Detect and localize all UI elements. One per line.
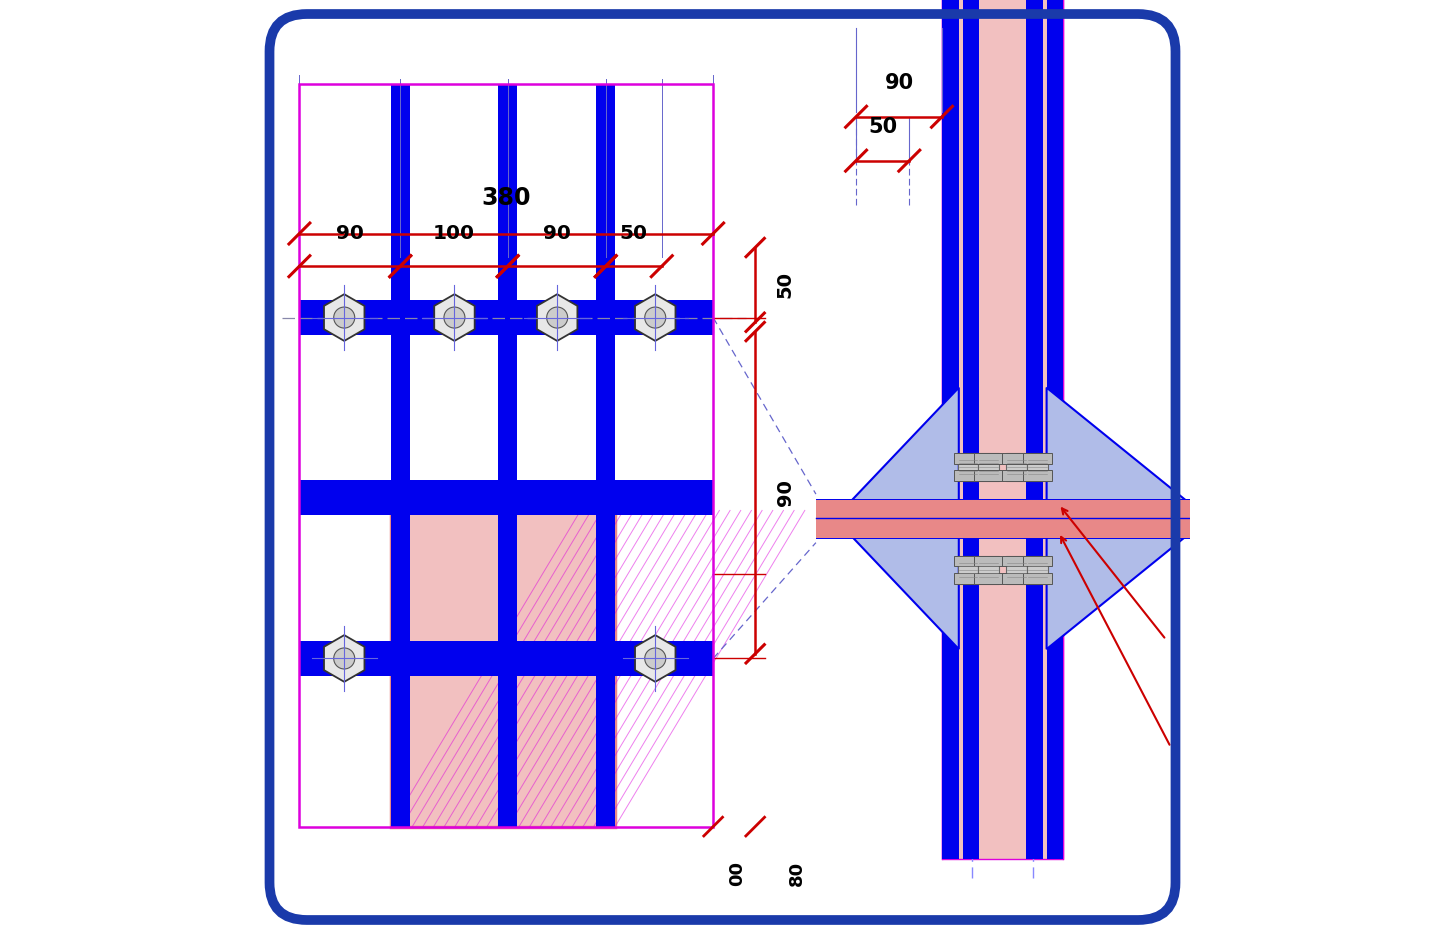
Bar (392, 84, 409, 827)
Bar (1023, 556, 1052, 566)
Bar (1023, 453, 1052, 463)
Bar (978, 556, 998, 584)
Text: 100: 100 (434, 224, 475, 243)
Circle shape (334, 648, 354, 669)
Text: 90: 90 (335, 224, 364, 243)
Bar (958, 453, 978, 481)
Polygon shape (324, 635, 364, 682)
Bar (1003, 556, 1032, 566)
Polygon shape (634, 635, 675, 682)
Bar (816, 499, 1208, 538)
Text: 90: 90 (543, 224, 571, 243)
Bar (1003, 573, 1032, 584)
Circle shape (546, 307, 568, 328)
Polygon shape (324, 294, 364, 341)
Circle shape (334, 307, 354, 328)
Text: 50: 50 (776, 272, 795, 298)
Bar (299, 300, 714, 335)
Bar (392, 510, 616, 827)
Bar (1027, 556, 1048, 584)
Bar (1006, 453, 1027, 481)
Bar (1046, 0, 1064, 859)
Bar (974, 556, 1003, 566)
Bar (597, 84, 616, 827)
Circle shape (644, 648, 666, 669)
Bar (1023, 573, 1052, 584)
Bar (942, 0, 959, 859)
Bar (1003, 453, 1032, 463)
Bar (299, 84, 714, 827)
Text: 380: 380 (481, 186, 530, 210)
Bar (1003, 471, 1032, 481)
Circle shape (444, 307, 465, 328)
Bar (299, 480, 714, 516)
Bar (954, 573, 983, 584)
Bar (974, 573, 1003, 584)
Polygon shape (538, 294, 578, 341)
Bar (499, 84, 517, 827)
Text: 90: 90 (884, 74, 913, 93)
Text: 90: 90 (776, 479, 795, 506)
Bar (974, 471, 1003, 481)
Bar (1006, 556, 1027, 584)
Text: 50: 50 (620, 224, 647, 243)
Polygon shape (835, 388, 959, 649)
Text: 00: 00 (728, 861, 747, 885)
Circle shape (644, 307, 666, 328)
Bar (954, 453, 983, 463)
Polygon shape (434, 294, 474, 341)
Bar (954, 556, 983, 566)
Bar (299, 641, 714, 676)
Bar (1027, 453, 1048, 481)
Bar (974, 453, 1003, 463)
Text: 50: 50 (868, 118, 897, 137)
Text: 80: 80 (788, 861, 806, 885)
Bar (962, 0, 980, 859)
Bar (958, 556, 978, 584)
Bar (1026, 0, 1043, 859)
Polygon shape (634, 294, 675, 341)
Bar (942, 0, 1064, 859)
Polygon shape (1046, 388, 1208, 649)
Bar (978, 453, 998, 481)
Bar (954, 471, 983, 481)
Bar (1023, 471, 1052, 481)
